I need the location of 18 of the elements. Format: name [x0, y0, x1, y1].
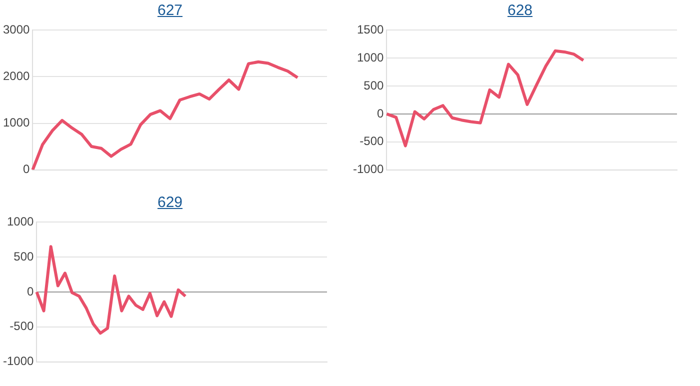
y-tick-label: 1500 [356, 22, 384, 37]
y-tick-label: 3000 [2, 22, 30, 37]
y-tick-label: -500 [10, 319, 34, 334]
y-tick-label: -1000 [2, 354, 34, 368]
y-tick-label: 0 [27, 284, 34, 298]
y-tick-label: 500 [364, 78, 384, 92]
chart-title: 628 [506, 2, 534, 19]
chart-title: 627 [156, 2, 184, 19]
y-tick-label: 2000 [2, 69, 30, 84]
y-tick-label: 0 [23, 162, 30, 176]
y-tick-label: 1000 [6, 214, 34, 229]
y-tick-label: 500 [14, 249, 34, 264]
y-tick-label: -500 [360, 134, 384, 148]
y-tick-label: 1000 [2, 116, 30, 130]
chart-title: 629 [156, 194, 184, 211]
y-tick-label: 0 [377, 106, 384, 120]
y-tick-label: -1000 [352, 162, 384, 176]
y-tick-label: 1000 [356, 50, 384, 64]
